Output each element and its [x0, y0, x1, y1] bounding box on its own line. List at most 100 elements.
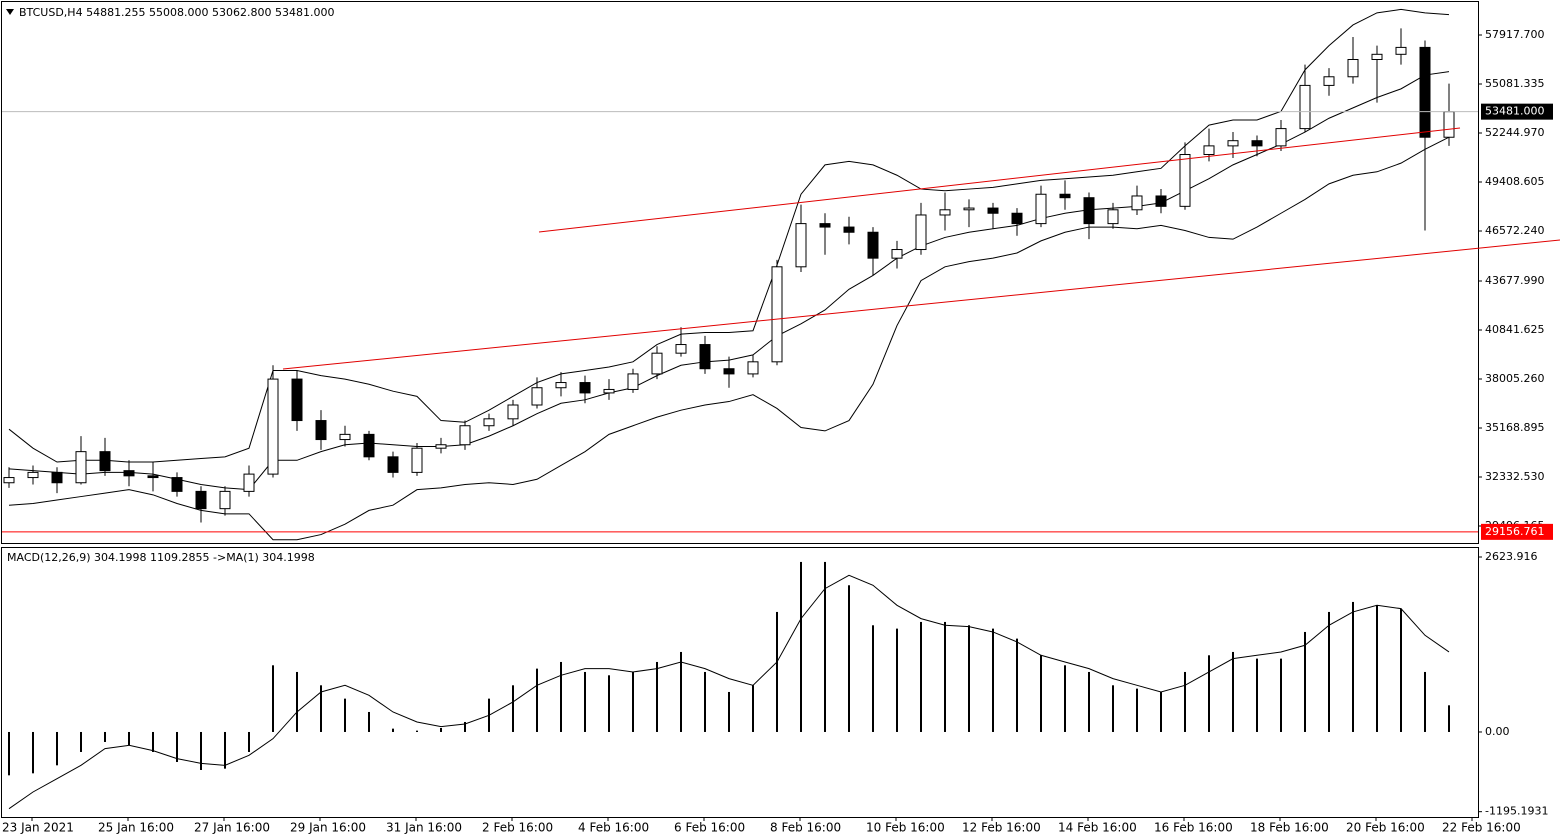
- macd-bar: [1016, 638, 1018, 732]
- candle-body: [51, 471, 63, 484]
- candle-body: [315, 420, 327, 441]
- candle-body: [1323, 76, 1335, 86]
- candle-body: [123, 470, 135, 477]
- macd-bar: [1112, 685, 1114, 732]
- x-tick-label: 31 Jan 16:00: [386, 821, 462, 835]
- y-tick-label: 57917.700: [1485, 28, 1545, 41]
- macd-bar: [1136, 688, 1138, 732]
- x-tick-label: 23 Jan 2021: [2, 821, 74, 835]
- indicator-title: MACD(12,26,9) 304.1998 1109.2855 ->MA(1)…: [7, 551, 315, 564]
- macd-bar: [80, 731, 82, 752]
- macd-bar: [896, 628, 898, 732]
- candle-body: [339, 433, 351, 441]
- collapse-arrow[interactable]: [6, 9, 14, 15]
- macd-bar: [1256, 658, 1258, 732]
- macd-bar: [1184, 671, 1186, 732]
- y-tick-label: 38005.260: [1485, 372, 1545, 385]
- macd-bar: [920, 621, 922, 732]
- candle-body: [3, 477, 15, 484]
- macd-bar: [320, 685, 322, 732]
- macd-bar: [872, 625, 874, 732]
- y-tick-label: 35168.895: [1485, 421, 1545, 434]
- macd-bar: [560, 661, 562, 732]
- candle-body: [195, 490, 207, 510]
- y-tick-label: 46572.240: [1485, 224, 1545, 237]
- candle-body: [699, 344, 711, 370]
- candle-body: [1347, 58, 1359, 78]
- x-tick-label: 14 Feb 16:00: [1058, 821, 1137, 835]
- candle-body: [267, 378, 279, 475]
- macd-bar: [200, 731, 202, 770]
- macd-bar: [968, 625, 970, 732]
- y-tick-label: -1195.1931: [1485, 805, 1548, 818]
- candle-body: [1035, 193, 1047, 225]
- candle-body: [1395, 46, 1407, 55]
- candle-body: [771, 266, 783, 363]
- candle-body: [435, 444, 447, 449]
- macd-bar: [1448, 705, 1450, 732]
- candle-body: [387, 456, 399, 473]
- y-tick-label: 2623.916: [1485, 550, 1538, 563]
- x-tick-label: 25 Jan 16:00: [98, 821, 174, 835]
- candle-body: [1131, 195, 1143, 211]
- candle-body: [291, 378, 303, 422]
- x-tick-label: 12 Feb 16:00: [962, 821, 1041, 835]
- x-tick-label: 8 Feb 16:00: [770, 821, 841, 835]
- macd-bar: [1352, 601, 1354, 732]
- candle-body: [1251, 140, 1263, 147]
- candle-body: [843, 226, 855, 233]
- level-label: 29156.761: [1485, 525, 1545, 538]
- candle-body: [963, 207, 975, 211]
- macd-bar: [824, 561, 826, 732]
- candle-body: [507, 404, 519, 420]
- macd-bar: [152, 731, 154, 752]
- signal-line: [8, 574, 1450, 810]
- candle-body: [75, 451, 87, 484]
- macd-bar: [728, 691, 730, 732]
- x-tick-label: 20 Feb 16:00: [1346, 821, 1425, 835]
- macd-bar: [1376, 605, 1378, 732]
- macd-bar: [632, 671, 634, 732]
- macd-bar: [512, 685, 514, 732]
- macd-bar: [296, 671, 298, 732]
- x-tick-label: 16 Feb 16:00: [1154, 821, 1233, 835]
- x-tick-label: 29 Jan 16:00: [290, 821, 366, 835]
- candle-body: [603, 388, 615, 394]
- candle-body: [1443, 111, 1455, 138]
- candle-body: [795, 223, 807, 268]
- macd-bar: [752, 685, 754, 732]
- y-tick-label: 55081.335: [1485, 77, 1545, 90]
- macd-bar: [1232, 651, 1234, 732]
- macd-bar: [464, 721, 466, 732]
- candle-body: [651, 352, 663, 375]
- macd-bar: [248, 731, 250, 752]
- y-tick-label: 52244.970: [1485, 126, 1545, 139]
- macd-bar: [440, 727, 442, 732]
- candle-body: [1419, 46, 1431, 138]
- candle-body: [243, 473, 255, 492]
- y-tick-label: 49408.605: [1485, 175, 1545, 188]
- candle-body: [723, 368, 735, 375]
- candle-body: [987, 207, 999, 214]
- macd-bar: [1064, 665, 1066, 732]
- macd-bar: [368, 711, 370, 732]
- macd-bar: [56, 731, 58, 766]
- macd-bar: [1040, 655, 1042, 732]
- candle-body: [483, 418, 495, 427]
- candle-body: [1107, 209, 1119, 225]
- macd-bar: [344, 698, 346, 732]
- candle-body: [627, 373, 639, 390]
- macd-bar: [680, 651, 682, 732]
- macd-bar: [1088, 671, 1090, 732]
- candle-body: [555, 382, 567, 389]
- macd-bar: [584, 671, 586, 732]
- y-tick-label: 0.00: [1485, 725, 1510, 738]
- candle-body: [1155, 195, 1167, 207]
- macd-bar: [176, 731, 178, 762]
- x-tick-label: 4 Feb 16:00: [578, 821, 649, 835]
- candle-body: [747, 361, 759, 375]
- candle-body: [1227, 140, 1239, 147]
- macd-bar: [800, 561, 802, 732]
- candle-body: [819, 223, 831, 228]
- candle-body: [579, 382, 591, 394]
